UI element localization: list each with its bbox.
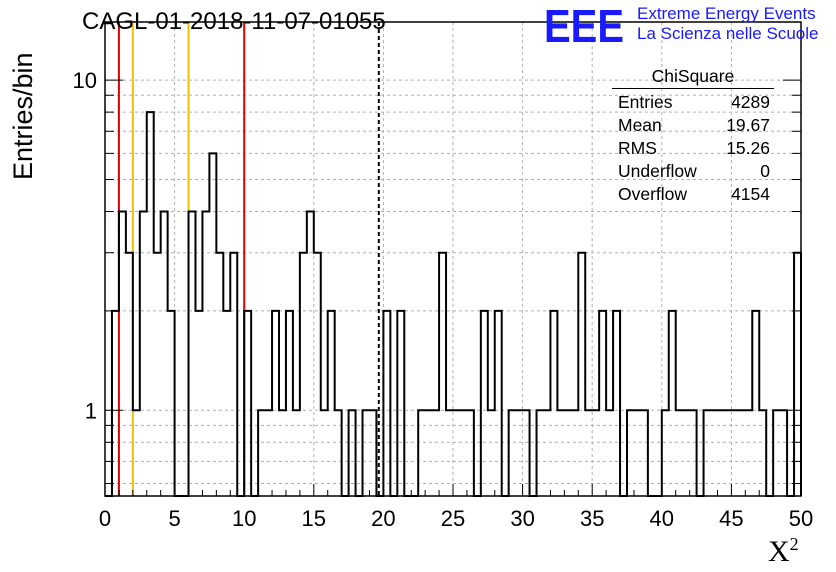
- x-tick-label: 0: [99, 506, 111, 531]
- x-tick-label: 25: [441, 506, 465, 531]
- x-tick-label: 40: [650, 506, 674, 531]
- y-tick-label: 1: [85, 398, 97, 423]
- x-tick-label: 30: [510, 506, 534, 531]
- stats-value: 19.67: [726, 115, 770, 135]
- stats-title: ChiSquare: [612, 66, 774, 89]
- x-axis-label: X2: [768, 534, 799, 569]
- stats-value: 4154: [731, 184, 770, 204]
- stats-label: RMS: [618, 138, 657, 158]
- y-axis-label: Entries/bin: [8, 52, 38, 180]
- stats-row-mean: Mean 19.67: [612, 114, 774, 137]
- stats-label: Entries: [618, 92, 673, 112]
- x-tick-label: 20: [371, 506, 395, 531]
- x-tick-label: 35: [580, 506, 604, 531]
- stats-label: Underflow: [618, 161, 697, 181]
- stats-box: ChiSquare Entries 4289 Mean 19.67 RMS 15.26…: [612, 66, 774, 206]
- logo-caption-line2: La Scienza nelle Scuole: [637, 24, 819, 43]
- svg-text:EEE: EEE: [544, 2, 624, 46]
- y-tick-label: 10: [73, 68, 97, 93]
- stats-value: 0: [760, 161, 770, 181]
- x-tick-label: 45: [719, 506, 743, 531]
- x-tick-label: 5: [168, 506, 180, 531]
- stats-row-overflow: Overflow 4154: [612, 183, 774, 206]
- logo-caption: Extreme Energy Events La Scienza nelle S…: [637, 4, 818, 44]
- x-axis-label-base: X: [768, 535, 790, 568]
- x-tick-label: 50: [789, 506, 813, 531]
- stats-value: 4289: [731, 92, 770, 112]
- stats-label: Mean: [618, 115, 662, 135]
- x-tick-label: 15: [302, 506, 326, 531]
- logo-caption-line1: Extreme Energy Events: [637, 4, 816, 23]
- x-tick-label: 10: [232, 506, 256, 531]
- eee-logo: EEE: [544, 2, 624, 46]
- stats-row-entries: Entries 4289: [612, 91, 774, 114]
- stats-row-underflow: Underflow 0: [612, 160, 774, 183]
- stats-label: Overflow: [618, 184, 688, 204]
- histogram-series: [105, 111, 802, 497]
- x-axis-label-sup: 2: [789, 534, 799, 554]
- stats-row-rms: RMS 15.26: [612, 137, 774, 160]
- stats-value: 15.26: [726, 138, 770, 158]
- chart-title: CAGL-01-2018-11-07-01055: [82, 8, 386, 35]
